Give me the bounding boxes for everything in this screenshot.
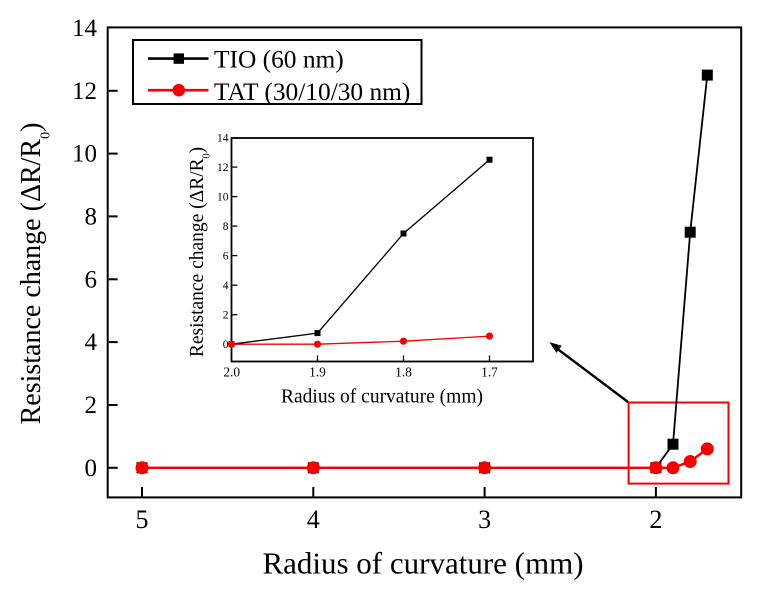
svg-text:6: 6 xyxy=(85,266,98,293)
svg-text:4: 4 xyxy=(223,280,229,292)
svg-text:10: 10 xyxy=(217,191,229,203)
svg-text:2: 2 xyxy=(85,392,98,419)
svg-text:5: 5 xyxy=(136,505,149,534)
svg-text:14: 14 xyxy=(72,15,98,42)
svg-text:12: 12 xyxy=(72,78,97,105)
svg-text:3: 3 xyxy=(478,505,491,534)
svg-text:14: 14 xyxy=(217,132,229,144)
svg-text:6: 6 xyxy=(223,250,229,262)
svg-text:4: 4 xyxy=(85,329,98,356)
svg-text:TIO (60 nm): TIO (60 nm) xyxy=(214,45,344,73)
svg-text:8: 8 xyxy=(223,221,229,233)
svg-text:Radius of curvature (mm): Radius of curvature (mm) xyxy=(281,387,483,408)
svg-text:TAT (30/10/30 nm): TAT (30/10/30 nm) xyxy=(214,78,410,106)
svg-text:0: 0 xyxy=(85,455,98,482)
svg-text:Radius of curvature (mm): Radius of curvature (mm) xyxy=(262,546,583,581)
svg-text:1.7: 1.7 xyxy=(481,364,498,379)
svg-text:8: 8 xyxy=(85,203,98,230)
svg-text:2.0: 2.0 xyxy=(223,364,240,379)
svg-text:2: 2 xyxy=(223,310,229,322)
svg-text:4: 4 xyxy=(307,505,320,534)
svg-text:1.9: 1.9 xyxy=(309,364,326,379)
svg-text:12: 12 xyxy=(217,162,229,174)
svg-text:0: 0 xyxy=(223,339,229,351)
svg-text:2: 2 xyxy=(649,505,662,534)
svg-text:10: 10 xyxy=(72,141,97,168)
svg-text:1.8: 1.8 xyxy=(395,364,412,379)
